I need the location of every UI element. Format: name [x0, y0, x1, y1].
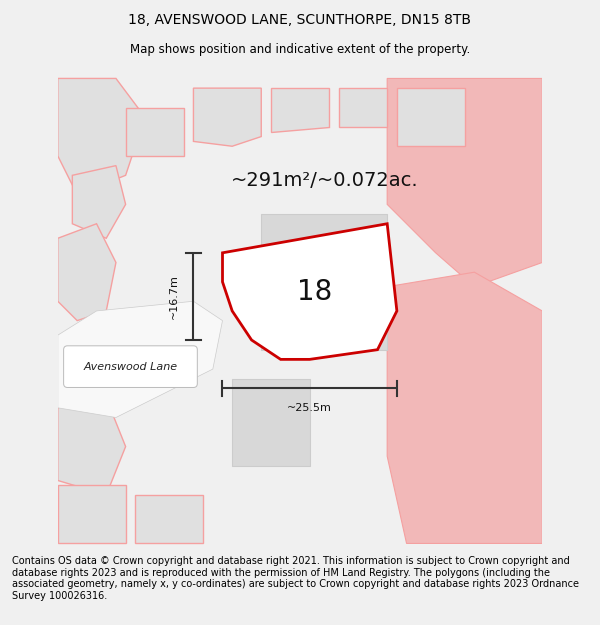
Polygon shape [397, 88, 464, 146]
Text: Avenswood Lane: Avenswood Lane [83, 362, 178, 372]
Text: ~16.7m: ~16.7m [169, 274, 179, 319]
Polygon shape [232, 379, 310, 466]
Polygon shape [339, 88, 387, 127]
Polygon shape [271, 88, 329, 132]
Polygon shape [261, 214, 387, 350]
FancyBboxPatch shape [64, 346, 197, 388]
Polygon shape [125, 107, 184, 156]
Text: 18: 18 [297, 278, 332, 306]
Polygon shape [58, 485, 125, 543]
Polygon shape [58, 398, 125, 495]
Text: Map shows position and indicative extent of the property.: Map shows position and indicative extent… [130, 42, 470, 56]
Polygon shape [136, 495, 203, 543]
Polygon shape [387, 272, 542, 543]
Polygon shape [58, 78, 145, 195]
Text: 18, AVENSWOOD LANE, SCUNTHORPE, DN15 8TB: 18, AVENSWOOD LANE, SCUNTHORPE, DN15 8TB [128, 12, 472, 27]
Polygon shape [387, 78, 542, 287]
Text: ~291m²/~0.072ac.: ~291m²/~0.072ac. [230, 171, 418, 189]
Text: Contains OS data © Crown copyright and database right 2021. This information is : Contains OS data © Crown copyright and d… [12, 556, 579, 601]
Polygon shape [223, 224, 397, 359]
Polygon shape [58, 224, 116, 321]
Polygon shape [73, 166, 125, 238]
Polygon shape [58, 301, 223, 418]
Polygon shape [193, 88, 261, 146]
Text: ~25.5m: ~25.5m [287, 402, 332, 412]
